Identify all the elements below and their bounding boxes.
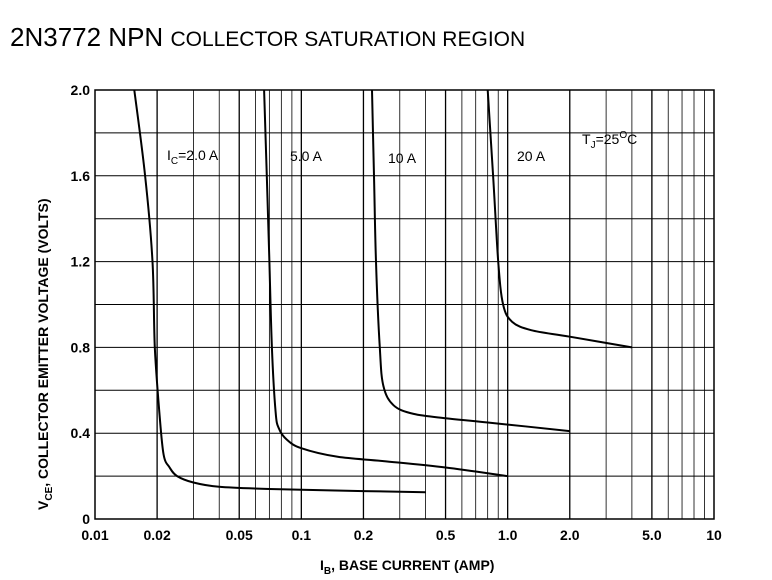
grid	[95, 90, 714, 519]
series-line-3	[486, 89, 633, 349]
y-tick-label: 0.8	[71, 339, 91, 355]
x-tick-labels: 0.01 0.02 0.05 0.1 0.2 0.5 1.0 2.0 5.0 10	[81, 527, 722, 543]
y-tick-label: 1.2	[71, 254, 91, 270]
page-title: 2N3772 NPN COLLECTOR SATURATION REGION	[10, 22, 525, 53]
y-axis-label: VCE, COLLECTOR EMITTER VOLTAGE (VOLTS)	[35, 198, 55, 510]
title-main: 2N3772 NPN	[10, 22, 164, 52]
x-tick-label: 0.05	[226, 527, 253, 543]
x-tick-label: 2.0	[560, 527, 580, 543]
x-tick-label: 0.2	[354, 527, 374, 543]
series-label-5a: 5.0 A	[290, 148, 323, 164]
series-line-0	[133, 89, 426, 494]
series-line-1	[263, 89, 508, 478]
x-tick-label: 0.02	[143, 527, 170, 543]
series-label-2a: IC=2.0 A	[167, 147, 219, 167]
x-axis-label: IB, BASE CURRENT (AMP)	[320, 557, 494, 577]
x-tick-label: 5.0	[642, 527, 662, 543]
series-label-10a: 10 A	[388, 150, 417, 166]
y-tick-label: 0	[82, 511, 90, 527]
y-tick-labels: 0 0.4 0.8 1.2 1.6 2.0	[71, 82, 91, 527]
series-label-20a: 20 A	[517, 148, 546, 164]
series-group	[133, 89, 633, 494]
y-tick-label: 1.6	[71, 168, 91, 184]
x-tick-label: 0.01	[81, 527, 108, 543]
plot-frame	[94, 89, 715, 520]
x-tick-label: 0.1	[292, 527, 312, 543]
title-subtitle: COLLECTOR SATURATION REGION	[170, 28, 526, 51]
x-tick-label: 1.0	[498, 527, 518, 543]
x-tick-label: 10	[706, 527, 722, 543]
y-tick-label: 0.4	[71, 425, 91, 441]
series-line-2	[371, 89, 570, 433]
x-tick-label: 0.5	[436, 527, 456, 543]
y-tick-label: 2.0	[71, 82, 91, 98]
tj-annotation: TJ=25OC	[582, 130, 637, 151]
